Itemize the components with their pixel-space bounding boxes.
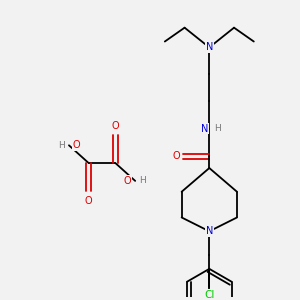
Text: H: H <box>139 176 146 185</box>
Text: N: N <box>201 124 208 134</box>
Text: O: O <box>73 140 80 150</box>
Text: O: O <box>173 151 181 161</box>
Text: N: N <box>206 42 213 52</box>
Text: O: O <box>85 196 92 206</box>
Text: Cl: Cl <box>204 290 214 300</box>
Text: O: O <box>124 176 131 186</box>
Text: N: N <box>206 226 213 236</box>
Text: O: O <box>112 121 119 130</box>
Text: H: H <box>214 124 220 133</box>
Text: H: H <box>58 141 65 150</box>
